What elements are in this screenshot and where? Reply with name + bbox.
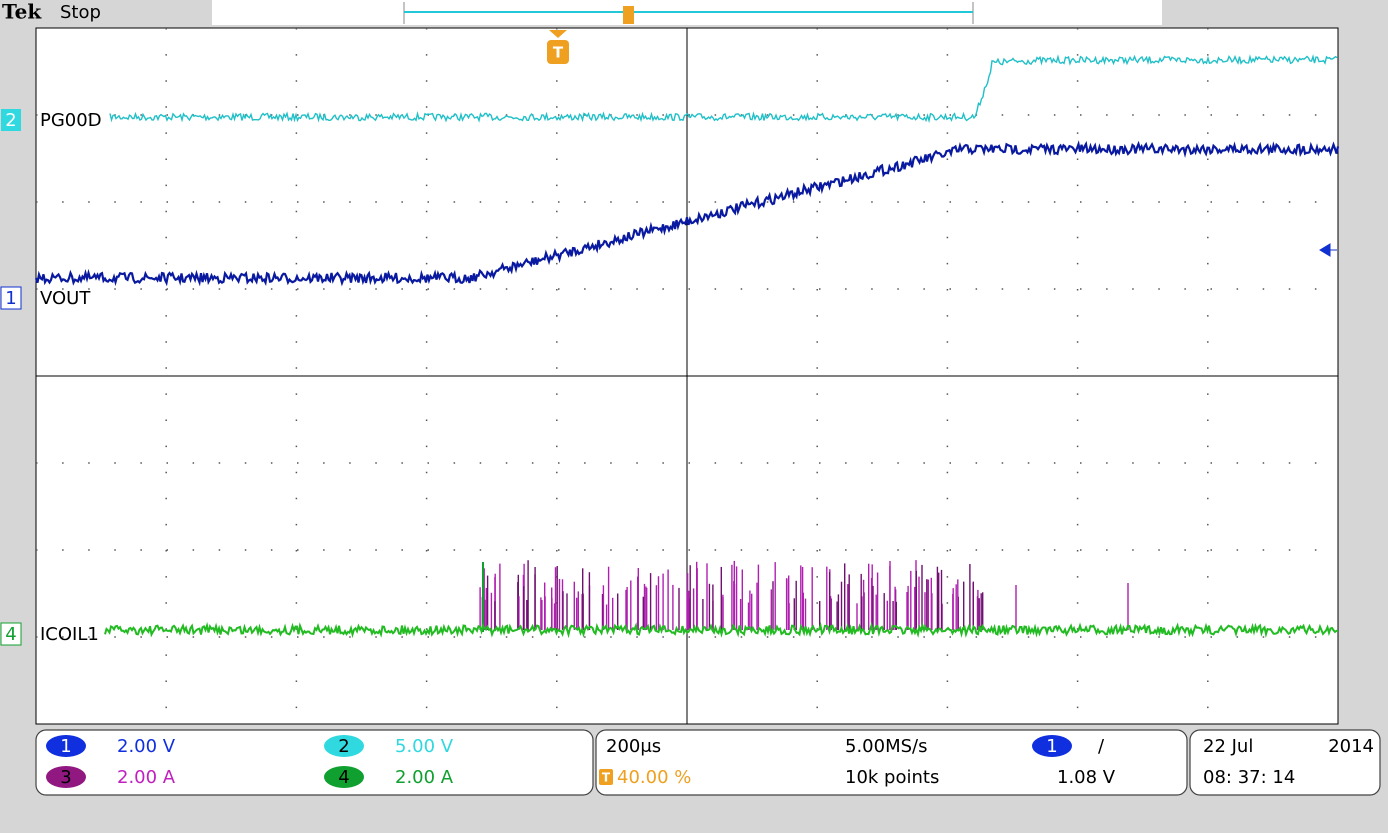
ch2-label: PG00D — [40, 110, 102, 131]
ch4-badge — [324, 766, 364, 788]
pgood-trace — [109, 54, 1338, 124]
ch4-marker-label: 4 — [5, 624, 16, 645]
brand: Tek — [2, 0, 42, 24]
trigger-level: 1.08 V — [1057, 767, 1116, 788]
trigger-badge — [547, 40, 569, 64]
ch2-scale: 5.00 V — [395, 736, 454, 757]
acquisition-state: Stop — [60, 2, 101, 23]
ch3-badge — [46, 766, 86, 788]
channel-panel — [35, 729, 594, 796]
ch1-marker-label: 1 — [5, 288, 16, 309]
vout-trace — [34, 140, 1340, 287]
ch2-badge-label: 2 — [338, 736, 349, 757]
ch1-marker — [0, 286, 22, 310]
trigger-source-badge — [1032, 735, 1072, 757]
time: 08: 37: 14 — [1203, 767, 1295, 788]
datetime-panel — [1189, 729, 1381, 796]
ch4-badge-label: 4 — [338, 767, 349, 788]
trigger-pos-badge-label: T — [602, 771, 611, 785]
trigger-level-arrow — [1319, 243, 1337, 257]
trigger-source: 1 — [1046, 736, 1057, 757]
ch1-label: VOUT — [40, 288, 91, 309]
ch2-marker-label: 2 — [5, 110, 16, 131]
date: 22 Jul — [1203, 736, 1253, 757]
trigger-position: 40.00 % — [617, 767, 691, 788]
trigger-label: T — [553, 44, 564, 62]
time-scale: 200μs — [606, 736, 661, 757]
record-length: 10k points — [845, 767, 939, 788]
record-trigger — [623, 6, 634, 24]
trigger-pos-badge — [599, 769, 613, 785]
ch4-scale: 2.00 A — [395, 767, 454, 788]
ch1-scale: 2.00 V — [117, 736, 176, 757]
icoil-trace — [104, 621, 1339, 639]
ch4-marker — [0, 622, 22, 646]
ch3-scale: 2.00 A — [117, 767, 176, 788]
year: 2014 — [1328, 736, 1374, 757]
sample-rate: 5.00MS/s — [845, 736, 927, 757]
trigger-arrow — [549, 30, 567, 38]
ch1-badge-label: 1 — [60, 736, 71, 757]
trigger-slope: / — [1098, 736, 1105, 757]
ch1-badge — [46, 735, 86, 757]
ch2-badge — [324, 735, 364, 757]
ch4-label: ICOIL1 — [40, 624, 99, 645]
waveforms — [34, 54, 1340, 639]
ch2-marker — [1, 109, 21, 131]
ch3-badge-label: 3 — [60, 767, 71, 788]
